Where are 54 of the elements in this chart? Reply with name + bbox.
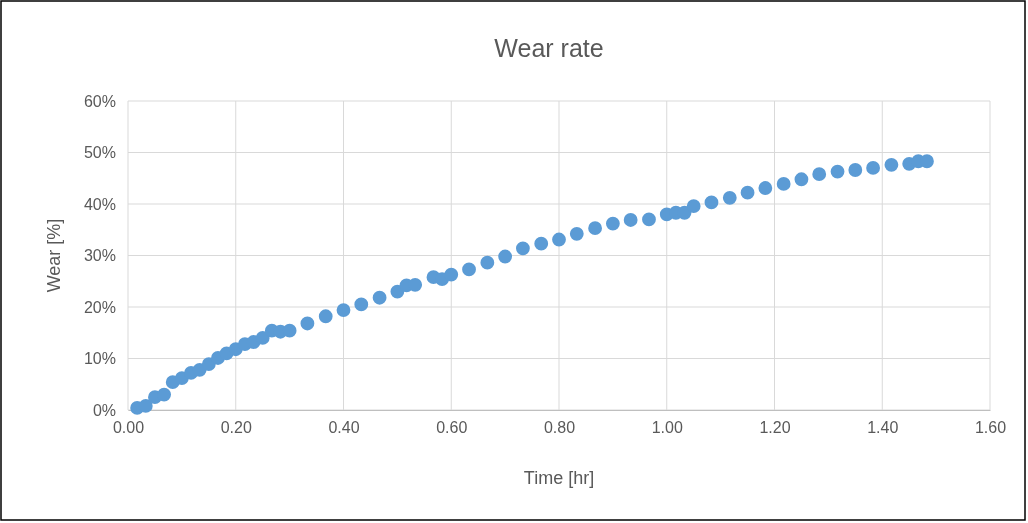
point (408, 277, 423, 292)
point (776, 177, 791, 191)
point (848, 163, 863, 177)
x-tick-label: 1.00 (651, 419, 683, 437)
point (623, 213, 638, 227)
point (372, 290, 387, 305)
x-tick-label: 1.60 (974, 419, 1007, 437)
point (866, 161, 880, 175)
y-tick-label: 10% (83, 350, 116, 368)
point (480, 255, 495, 270)
point (830, 164, 845, 179)
y-tick-label: 20% (83, 298, 116, 316)
point (255, 331, 270, 345)
point (758, 181, 773, 195)
x-tick-label: 0.60 (436, 419, 468, 437)
point (336, 303, 351, 317)
x-axis-title: Time [hr] (523, 468, 595, 488)
point (722, 190, 737, 205)
point (552, 232, 566, 247)
x-tick-label: 0.20 (220, 419, 252, 437)
y-tick-label: 50% (83, 144, 116, 162)
x-tick-label: 0.40 (328, 419, 360, 437)
point (138, 398, 153, 413)
y-tick-label: 30% (83, 247, 116, 265)
point (282, 323, 297, 338)
x-tick-label: 0.80 (543, 419, 576, 437)
point (704, 195, 719, 210)
point (920, 154, 934, 169)
point (498, 249, 513, 264)
point (642, 212, 656, 227)
y-axis-title: Wear [%] (44, 218, 64, 293)
point (300, 316, 315, 331)
point (318, 309, 333, 324)
x-tick-label: 0.00 (112, 419, 145, 437)
x-tick-label: 1.20 (759, 419, 791, 437)
point (569, 226, 584, 241)
y-tick-label: 40% (83, 195, 116, 213)
point (462, 262, 476, 277)
point (686, 199, 701, 213)
x-tick-label: 1.40 (867, 419, 899, 437)
point (605, 216, 620, 231)
point (354, 297, 369, 312)
point (515, 241, 530, 256)
y-tick-label: 0% (92, 401, 116, 419)
point (157, 387, 172, 402)
point (740, 185, 755, 200)
point (794, 172, 809, 187)
point (812, 167, 827, 182)
chart-title: Wear rate (494, 34, 604, 62)
point (444, 267, 459, 282)
point (588, 221, 603, 236)
point (884, 157, 899, 172)
point (534, 236, 549, 251)
y-tick-label: 60% (83, 92, 116, 110)
